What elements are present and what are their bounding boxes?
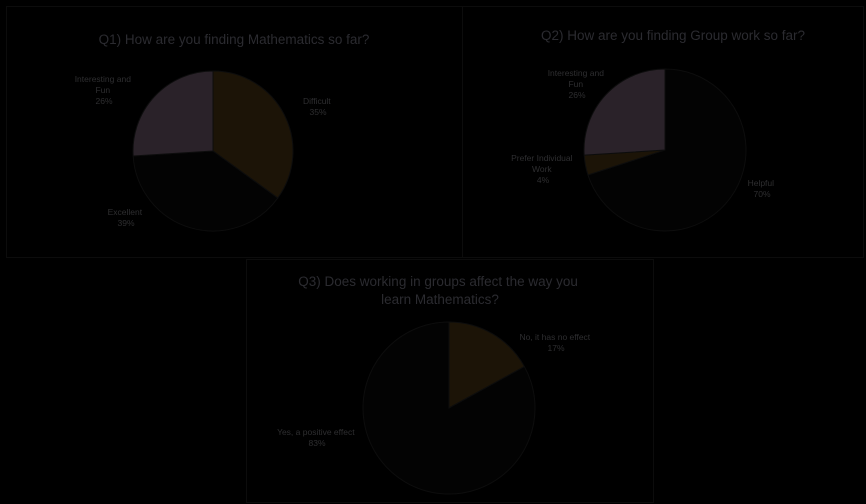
chart-q2-title: Q2) How are you finding Group work so fa… <box>541 28 805 43</box>
chart-q1-slice-1 <box>132 150 279 232</box>
chart-q1-label-difficult: Difficult 35% <box>303 96 333 117</box>
chart-q1-title: Q1) How are you finding Mathematics so f… <box>99 32 370 47</box>
chart-q2-label-helpful: Helpful 70% <box>748 178 777 199</box>
chart-q3-label-no-effect: No, it has no effect 17% <box>519 332 592 353</box>
chart-q2-slice-0 <box>587 68 747 232</box>
chart-q1-label-excellent: Excellent 39% <box>108 207 145 228</box>
chart-q1-slice-0 <box>212 70 294 199</box>
panel-q3 <box>246 259 654 503</box>
chart-q1-slice-2 <box>132 70 214 157</box>
chart-q3: Q3) Does working in groups affect the wa… <box>277 274 592 495</box>
chart-q1-label-interesting: Interesting and Fun 26% <box>75 74 134 106</box>
chart-q3-label-positive-effect: Yes, a positive effect 83% <box>277 427 357 448</box>
chart-q1-pie <box>132 70 294 232</box>
chart-q3-title: Q3) Does working in groups affect the wa… <box>298 274 581 307</box>
chart-q3-slice-0 <box>448 321 526 409</box>
chart-q1: Q1) How are you finding Mathematics so f… <box>75 32 370 232</box>
chart-q3-pie <box>362 321 536 495</box>
chart-q2-label-interesting: Interesting and Fun 26% <box>548 68 607 100</box>
panel-q2 <box>462 6 864 258</box>
chart-q2-label-prefer-individual: Prefer Individual Work 4% <box>511 153 575 185</box>
chart-q2-slice-2 <box>583 68 666 156</box>
chart-q2-pie <box>583 68 747 232</box>
chart-q2: Q2) How are you finding Group work so fa… <box>511 28 805 232</box>
chart-q3-slice-1 <box>362 321 536 495</box>
